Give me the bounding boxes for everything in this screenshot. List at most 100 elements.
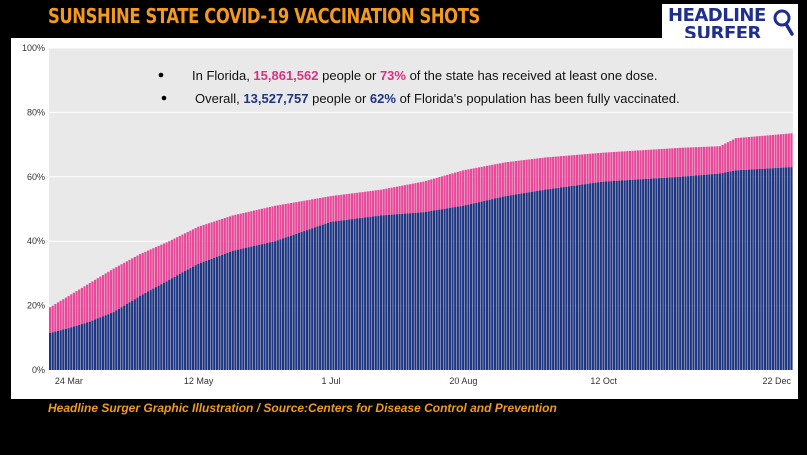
bar-fully-vaccinated xyxy=(329,221,332,370)
bar-one-dose xyxy=(565,155,568,187)
bar-fully-vaccinated xyxy=(385,215,388,370)
bar-one-dose xyxy=(689,147,692,176)
bar-one-dose xyxy=(570,155,573,187)
bar-one-dose xyxy=(279,204,282,240)
bar-fully-vaccinated xyxy=(726,171,729,370)
bar-fully-vaccinated xyxy=(602,181,605,370)
bar-fully-vaccinated xyxy=(721,173,724,370)
bar-fully-vaccinated xyxy=(271,241,274,370)
bar-fully-vaccinated xyxy=(692,175,695,370)
bar-fully-vaccinated xyxy=(681,176,684,370)
bar-fully-vaccinated xyxy=(184,271,187,370)
bar-one-dose xyxy=(581,154,584,185)
bar-fully-vaccinated xyxy=(387,214,391,370)
bar-one-dose xyxy=(258,209,261,245)
bar-fully-vaccinated xyxy=(83,323,86,370)
bar-one-dose xyxy=(628,150,632,180)
bar-fully-vaccinated xyxy=(575,185,579,370)
bar-fully-vaccinated xyxy=(149,290,152,370)
annotation-1-pct: 73% xyxy=(380,68,406,83)
bar-one-dose xyxy=(316,198,319,227)
bar-one-dose xyxy=(358,192,361,219)
bar-fully-vaccinated xyxy=(353,218,356,370)
bar-one-dose xyxy=(231,215,234,251)
bar-fully-vaccinated xyxy=(75,325,78,370)
bar-one-dose xyxy=(647,149,650,179)
bar-one-dose xyxy=(194,228,197,266)
bar-one-dose xyxy=(96,278,99,319)
bar-fully-vaccinated xyxy=(284,237,287,370)
bar-fully-vaccinated xyxy=(59,330,62,370)
bar-fully-vaccinated xyxy=(636,179,639,370)
bar-fully-vaccinated xyxy=(546,189,549,370)
bar-fully-vaccinated xyxy=(348,219,351,370)
bar-one-dose xyxy=(353,193,356,219)
bar-one-dose xyxy=(695,147,698,176)
bar-one-dose xyxy=(671,148,674,178)
bar-fully-vaccinated xyxy=(456,206,459,370)
bar-one-dose xyxy=(552,156,555,189)
bar-one-dose xyxy=(205,224,208,261)
bar-fully-vaccinated xyxy=(642,179,645,370)
bar-fully-vaccinated xyxy=(332,221,335,370)
bar-one-dose xyxy=(120,264,123,308)
bar-one-dose xyxy=(430,179,433,211)
bar-fully-vaccinated xyxy=(239,249,242,370)
bar-fully-vaccinated xyxy=(395,214,399,370)
bar-fully-vaccinated xyxy=(218,255,221,370)
bar-one-dose xyxy=(390,187,393,215)
bar-one-dose xyxy=(154,247,158,288)
bar-fully-vaccinated xyxy=(560,187,563,370)
bar-fully-vaccinated xyxy=(165,281,168,370)
bar-one-dose xyxy=(115,267,118,311)
bar-one-dose xyxy=(692,147,695,176)
bar-fully-vaccinated xyxy=(496,197,499,370)
bar-fully-vaccinated xyxy=(687,176,690,370)
bar-one-dose xyxy=(112,268,115,313)
bar-one-dose xyxy=(583,154,587,185)
bar-one-dose xyxy=(274,205,277,242)
bar-one-dose xyxy=(406,184,409,214)
bar-fully-vaccinated xyxy=(125,303,128,370)
bar-one-dose xyxy=(456,171,459,207)
bar-fully-vaccinated xyxy=(308,229,311,370)
bar-one-dose xyxy=(499,163,502,198)
bar-fully-vaccinated xyxy=(234,250,237,370)
bar-one-dose xyxy=(364,191,367,218)
bar-one-dose xyxy=(221,218,224,255)
bar-one-dose xyxy=(475,167,478,203)
bar-one-dose xyxy=(289,203,293,236)
bar-one-dose xyxy=(493,164,496,199)
bar-fully-vaccinated xyxy=(321,224,324,370)
bar-fully-vaccinated xyxy=(779,167,782,370)
bar-fully-vaccinated xyxy=(424,211,428,370)
bar-fully-vaccinated xyxy=(763,168,767,370)
bar-one-dose xyxy=(276,205,279,241)
bar-one-dose xyxy=(162,243,166,283)
bar-fully-vaccinated xyxy=(123,305,126,370)
bar-one-dose xyxy=(785,133,788,168)
bar-fully-vaccinated xyxy=(334,221,338,370)
bar-one-dose xyxy=(356,192,359,219)
bar-one-dose xyxy=(546,157,549,190)
bar-fully-vaccinated xyxy=(324,223,327,370)
bar-fully-vaccinated xyxy=(136,297,139,370)
bar-one-dose xyxy=(350,193,354,220)
bar-fully-vaccinated xyxy=(734,170,737,370)
bar-one-dose xyxy=(340,194,343,221)
bar-one-dose xyxy=(372,190,375,217)
bar-one-dose xyxy=(761,135,764,169)
bar-fully-vaccinated xyxy=(202,261,205,370)
bar-fully-vaccinated xyxy=(610,181,613,370)
bar-one-dose xyxy=(401,185,404,214)
bar-one-dose xyxy=(186,231,189,270)
bar-one-dose xyxy=(51,305,54,333)
bar-fully-vaccinated xyxy=(401,213,404,370)
bar-one-dose xyxy=(530,159,534,192)
bar-fully-vaccinated xyxy=(501,196,504,370)
bar-fully-vaccinated xyxy=(517,193,520,370)
bar-fully-vaccinated xyxy=(663,177,666,370)
bar-one-dose xyxy=(538,158,541,191)
bar-one-dose xyxy=(324,197,327,224)
bar-fully-vaccinated xyxy=(104,315,107,370)
